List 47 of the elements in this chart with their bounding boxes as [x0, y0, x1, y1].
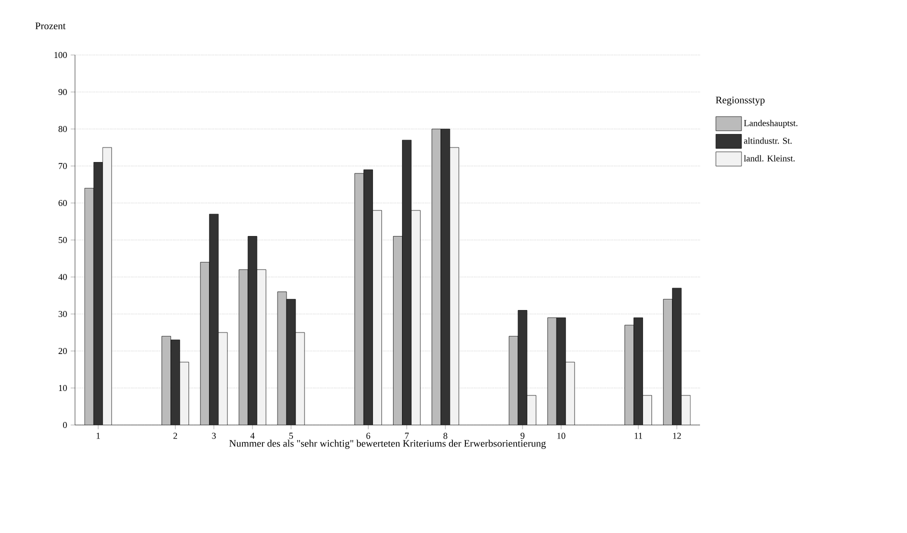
y-tick-label: 70 [58, 162, 67, 170]
legend-label: altindustr. St. [744, 137, 792, 144]
bar [663, 299, 673, 425]
legend-label: landl. Kleinst. [744, 155, 795, 162]
x-tick-label: 5 [289, 432, 293, 439]
bar [556, 318, 566, 425]
y-tick-label: 20 [58, 348, 67, 354]
x-tick-label: 6 [366, 432, 370, 439]
x-tick-label: 1 [96, 432, 100, 439]
x-tick-label: 11 [634, 432, 642, 439]
y-tick-label: 60 [58, 200, 67, 206]
bar [672, 288, 682, 425]
y-tick-label: 40 [58, 274, 67, 280]
x-axis-title: Nummer des als "sehr wichtig" bewerteten Kriteriums der Erwerbsorientierung [229, 440, 546, 449]
bar [440, 128, 450, 425]
bar [364, 170, 373, 425]
bar [170, 340, 180, 425]
x-tick-label: 8 [443, 432, 448, 439]
legend-title: Regionsstyp [716, 96, 765, 106]
y-tick-label: 30 [58, 310, 67, 318]
legend-label: Landeshauptst. [744, 120, 798, 128]
bar [624, 325, 634, 425]
x-tick-label: 12 [673, 432, 681, 439]
y-tick-label: 90 [58, 88, 67, 96]
y-tick-label: 10 [58, 384, 67, 392]
x-tick-label: 10 [557, 432, 566, 439]
x-tick-label: 7 [405, 432, 409, 439]
bar [432, 128, 441, 425]
bar [200, 262, 210, 425]
y-tick-label: 100 [54, 52, 67, 58]
y-axis-title: Prozent [35, 22, 66, 30]
bar [354, 173, 364, 425]
bar [162, 336, 171, 425]
y-tick-label: 80 [58, 126, 67, 132]
x-tick-label: 3 [212, 432, 216, 439]
bar [393, 236, 402, 425]
bar [84, 188, 94, 425]
bar [634, 318, 643, 425]
bar [402, 140, 412, 425]
y-tick-label: 0 [63, 422, 67, 428]
bar [209, 214, 218, 425]
x-tick-label: 2 [173, 432, 178, 439]
x-tick-label: 9 [520, 432, 524, 439]
x-tick-label: 4 [250, 432, 255, 439]
y-tick-label: 50 [58, 236, 67, 244]
bar [94, 162, 103, 425]
bar [548, 318, 557, 425]
